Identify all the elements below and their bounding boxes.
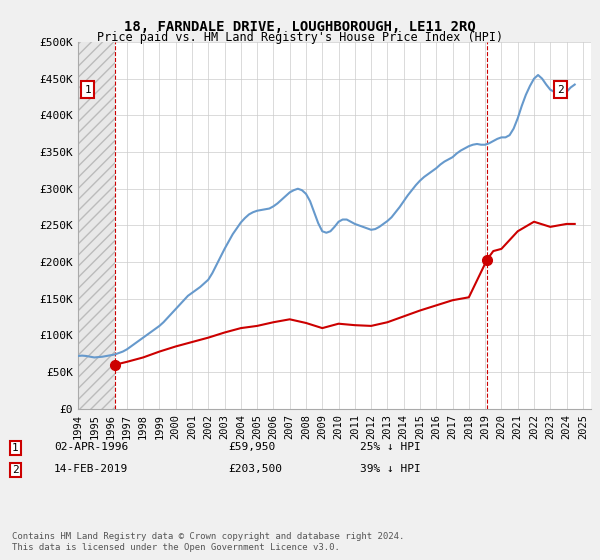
Text: £59,950: £59,950 — [228, 442, 275, 452]
Bar — [78, 42, 115, 409]
Text: 1: 1 — [12, 443, 19, 453]
Text: 02-APR-1996: 02-APR-1996 — [54, 442, 128, 452]
Text: 14-FEB-2019: 14-FEB-2019 — [54, 464, 128, 474]
Text: 25% ↓ HPI: 25% ↓ HPI — [360, 442, 421, 452]
Text: 39% ↓ HPI: 39% ↓ HPI — [360, 464, 421, 474]
Text: 18, FARNDALE DRIVE, LOUGHBOROUGH, LE11 2RQ: 18, FARNDALE DRIVE, LOUGHBOROUGH, LE11 2… — [124, 20, 476, 34]
Text: Contains HM Land Registry data © Crown copyright and database right 2024.
This d: Contains HM Land Registry data © Crown c… — [12, 532, 404, 552]
Text: 2: 2 — [557, 85, 564, 95]
Text: Price paid vs. HM Land Registry's House Price Index (HPI): Price paid vs. HM Land Registry's House … — [97, 31, 503, 44]
Text: 1: 1 — [85, 85, 91, 95]
Text: 2: 2 — [12, 465, 19, 475]
Text: £203,500: £203,500 — [228, 464, 282, 474]
